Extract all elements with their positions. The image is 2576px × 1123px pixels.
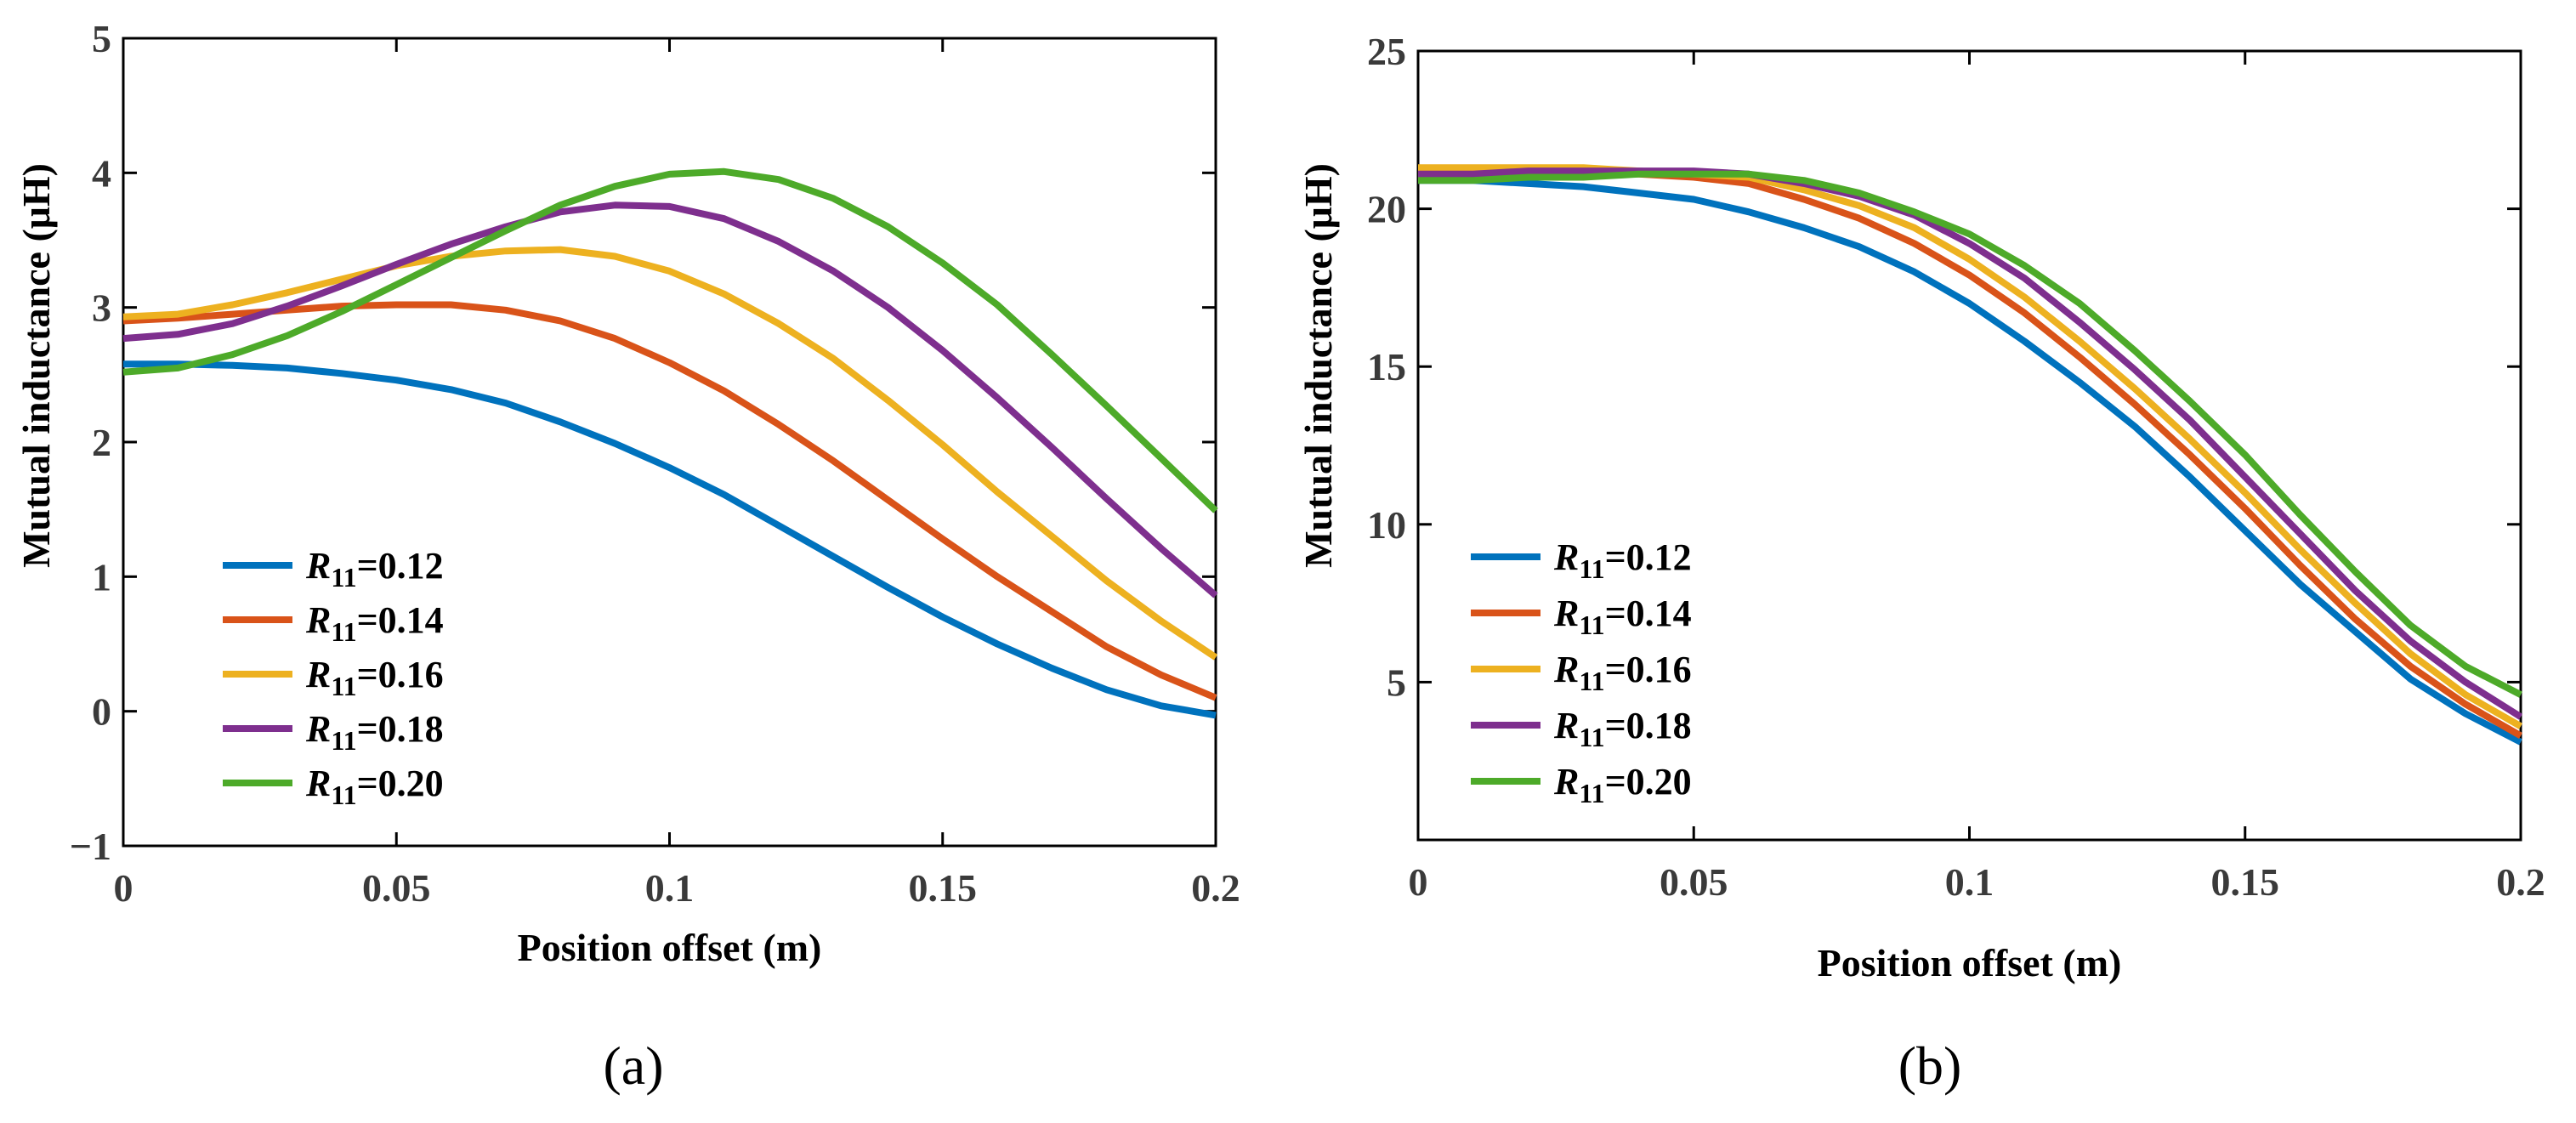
x-tick-label: 0.1 bbox=[1945, 860, 1994, 904]
x-axis-label: Position offset (m) bbox=[1818, 941, 2122, 984]
legend-label: R11=0.16 bbox=[1553, 649, 1692, 696]
legend: R11=0.12 R11=0.14 R11=0.16 R11=0.18 R11=0.20 bbox=[1471, 536, 1692, 808]
y-tick-label: 4 bbox=[92, 151, 111, 195]
x-axis-label: Position offset (m) bbox=[518, 926, 822, 969]
x-tick-label: 0.2 bbox=[2496, 860, 2545, 904]
y-tick-label: 10 bbox=[1367, 503, 1406, 547]
series-line-0.18 bbox=[122, 201, 1218, 598]
x-tick-label: 0 bbox=[114, 866, 133, 910]
series-line-0.12 bbox=[123, 360, 1217, 719]
legend-label: R11=0.16 bbox=[305, 654, 444, 701]
panel-label: (a) bbox=[603, 1035, 663, 1096]
x-tick-label: 0.15 bbox=[909, 866, 978, 910]
legend-label: R11=0.18 bbox=[1553, 705, 1692, 752]
series-line-0.20 bbox=[122, 167, 1218, 513]
y-tick-label: 0 bbox=[92, 690, 111, 734]
x-tick-label: 0.05 bbox=[1660, 860, 1728, 904]
legend-label: R11=0.18 bbox=[305, 708, 444, 756]
series-line-0.16 bbox=[1418, 164, 2522, 729]
legend-label: R11=0.14 bbox=[305, 599, 444, 647]
x-tick-label: 0.2 bbox=[1191, 866, 1240, 910]
plot-frame bbox=[122, 37, 1217, 848]
x-tick-label: 0.05 bbox=[362, 866, 431, 910]
series-line-0.16 bbox=[122, 246, 1218, 661]
x-tick-label: 0.15 bbox=[2211, 860, 2280, 904]
y-tick-label: 1 bbox=[92, 555, 111, 598]
x-tick-label: 0 bbox=[1409, 860, 1428, 904]
legend: R11=0.12 R11=0.14 R11=0.16 R11=0.18 R11=0.20 bbox=[223, 545, 444, 810]
series-line-0.12 bbox=[1418, 177, 2522, 746]
panel-label: (b) bbox=[1898, 1035, 1962, 1096]
chart-panel-b: 5 10 15 20 25 0 0.05 0.1 0.15 0.2 R11=0.12 R11=0.14… bbox=[1297, 30, 2545, 1096]
y-tick-label: 15 bbox=[1367, 345, 1406, 389]
legend-label: R11=0.20 bbox=[1553, 761, 1692, 808]
series-line-0.14 bbox=[122, 301, 1217, 701]
y-tick-label: −1 bbox=[70, 825, 111, 868]
y-tick-label: 3 bbox=[92, 286, 111, 330]
legend-label: R11=0.20 bbox=[305, 763, 444, 810]
y-tick-label: 5 bbox=[92, 17, 111, 60]
legend-label: R11=0.14 bbox=[1553, 593, 1692, 640]
y-tick-label: 25 bbox=[1367, 30, 1406, 73]
y-tick-label: 5 bbox=[1387, 661, 1406, 704]
legend-label: R11=0.12 bbox=[305, 545, 444, 593]
y-tick-label: 20 bbox=[1367, 188, 1406, 231]
series-line-0.18 bbox=[1418, 167, 2523, 720]
legend-label: R11=0.12 bbox=[1553, 536, 1692, 584]
series-line-0.20 bbox=[1418, 170, 2522, 698]
y-axis-label: Mutual inductance (μH) bbox=[1297, 163, 1340, 568]
y-tick-label: 2 bbox=[92, 421, 111, 464]
y-axis-label: Mutual inductance (μH) bbox=[14, 163, 58, 568]
x-tick-label: 0.1 bbox=[645, 866, 695, 910]
